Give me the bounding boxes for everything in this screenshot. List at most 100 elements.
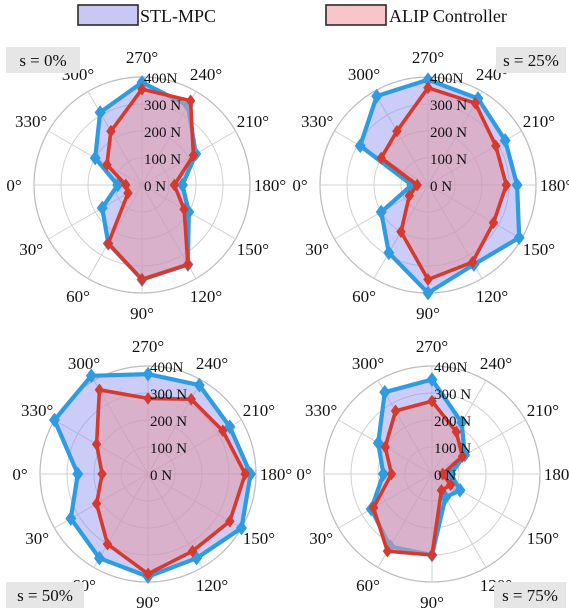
angle-tick-label: 150° xyxy=(237,240,269,259)
data-point-alip xyxy=(91,437,102,451)
caption-background xyxy=(6,582,84,608)
data-point-alip xyxy=(376,151,386,165)
angle-tick-label: 30° xyxy=(19,240,43,259)
caption-text: s = 50% xyxy=(17,586,73,605)
radial-tick-label: 400N xyxy=(150,360,184,376)
data-point-alip xyxy=(470,96,480,110)
radial-tick-label: 0 N xyxy=(430,179,452,195)
caption-text: s = 75% xyxy=(502,586,558,605)
data-point-stl-mpc xyxy=(93,550,105,566)
angle-tick-label: 120° xyxy=(476,287,508,306)
angle-tick-label: 0° xyxy=(292,176,307,195)
angle-tick-label: 150° xyxy=(243,529,275,548)
angle-tick-label: 240° xyxy=(480,354,512,373)
radial-tick-label: 100 N xyxy=(144,152,181,168)
angle-tick-label: 60° xyxy=(352,287,376,306)
data-point-alip xyxy=(91,497,102,511)
data-point-stl-mpc xyxy=(85,368,97,384)
radial-tick-label: 300 N xyxy=(430,98,467,114)
angle-tick-label: 120° xyxy=(196,576,228,595)
angle-tick-label: 330° xyxy=(301,112,333,131)
data-point-alip xyxy=(386,467,397,481)
data-point-stl-mpc xyxy=(142,366,154,382)
data-point-stl-mpc xyxy=(513,230,525,245)
data-point-stl-mpc xyxy=(177,177,188,193)
data-point-alip xyxy=(169,178,180,192)
panel-caption: s = 0% xyxy=(6,47,80,73)
angle-tick-label: 0° xyxy=(12,465,27,484)
angle-tick-label: 30° xyxy=(305,240,329,259)
data-point-stl-mpc xyxy=(375,204,387,220)
data-point-stl-mpc xyxy=(511,177,523,193)
angle-tick-label: 90° xyxy=(420,593,444,612)
radial-tick-label: 0 N xyxy=(434,468,456,484)
angle-tick-label: 0° xyxy=(296,465,311,484)
data-point-stl-mpc xyxy=(422,285,434,301)
angle-tick-label: 270° xyxy=(126,48,158,67)
data-point-alip xyxy=(137,273,147,286)
data-point-alip xyxy=(102,158,112,172)
angle-tick-label: 30° xyxy=(25,529,49,548)
data-point-alip xyxy=(404,189,415,203)
legend-swatch-alip-controller xyxy=(325,4,387,26)
angle-tick-label: 180° xyxy=(544,465,569,484)
radar-panel-s0: 0 N 100 N 200 N 300 N 400N 0° 30° 60° 90° 120° 150… xyxy=(6,47,286,323)
radial-tick-label: 300 N xyxy=(434,387,471,403)
data-point-stl-mpc xyxy=(354,138,366,154)
radial-tick-label: 300 N xyxy=(150,387,187,403)
data-point-alip xyxy=(103,237,113,250)
radial-tick-label: 400N xyxy=(434,360,468,376)
data-point-alip xyxy=(491,139,501,153)
data-point-alip xyxy=(423,81,433,95)
data-point-alip xyxy=(445,478,456,492)
data-point-alip xyxy=(457,450,468,463)
data-point-alip xyxy=(94,383,105,397)
data-point-alip xyxy=(423,273,433,286)
angle-tick-label: 150° xyxy=(527,529,559,548)
data-point-alip xyxy=(186,392,196,406)
data-point-alip xyxy=(451,425,462,439)
data-point-alip xyxy=(501,178,512,192)
angle-tick-label: 300° xyxy=(348,65,380,84)
angle-tick-label: 120° xyxy=(190,287,222,306)
caption-text: s = 25% xyxy=(503,51,559,70)
angle-tick-label: 300° xyxy=(352,354,384,373)
angle-tick-label: 210° xyxy=(523,112,555,131)
data-point-alip xyxy=(123,186,133,200)
data-point-alip xyxy=(106,124,116,138)
angle-tick-label: 180° xyxy=(540,176,569,195)
data-point-alip xyxy=(143,567,153,581)
caption-text: s = 0% xyxy=(19,51,66,70)
data-point-stl-mpc xyxy=(383,245,395,261)
panel-caption: s = 25% xyxy=(496,47,566,73)
panel-caption: s = 75% xyxy=(494,582,566,608)
angle-tick-label: 180° xyxy=(254,176,286,195)
data-point-stl-mpc xyxy=(193,377,205,393)
data-point-alip xyxy=(188,148,199,162)
radial-tick-label: 200 N xyxy=(144,125,181,141)
angle-tick-label: 180° xyxy=(260,465,292,484)
data-point-alip xyxy=(488,216,499,230)
data-point-stl-mpc xyxy=(456,415,468,430)
data-point-alip xyxy=(179,202,189,216)
data-point-alip xyxy=(143,392,153,405)
radial-tick-label: 400N xyxy=(430,71,464,87)
data-point-stl-mpc xyxy=(112,177,124,193)
angle-tick-label: 240° xyxy=(196,354,228,373)
data-point-stl-mpc xyxy=(48,412,60,428)
angle-tick-label: 90° xyxy=(130,304,154,323)
angle-tick-label: 90° xyxy=(416,304,440,323)
data-point-alip xyxy=(412,178,422,192)
data-point-stl-mpc xyxy=(224,419,236,435)
radial-tick-label: 200 N xyxy=(150,414,187,430)
angle-tick-label: 150° xyxy=(523,240,555,259)
data-point-alip xyxy=(436,484,447,497)
data-point-alip xyxy=(380,440,390,454)
data-point-alip xyxy=(382,544,393,558)
angle-tick-label: 60° xyxy=(356,576,380,595)
angle-tick-label: 60° xyxy=(66,287,90,306)
data-point-alip xyxy=(187,544,198,558)
data-point-alip xyxy=(438,467,448,481)
data-point-alip xyxy=(218,424,228,438)
radial-tick-label: 200 N xyxy=(430,125,467,141)
